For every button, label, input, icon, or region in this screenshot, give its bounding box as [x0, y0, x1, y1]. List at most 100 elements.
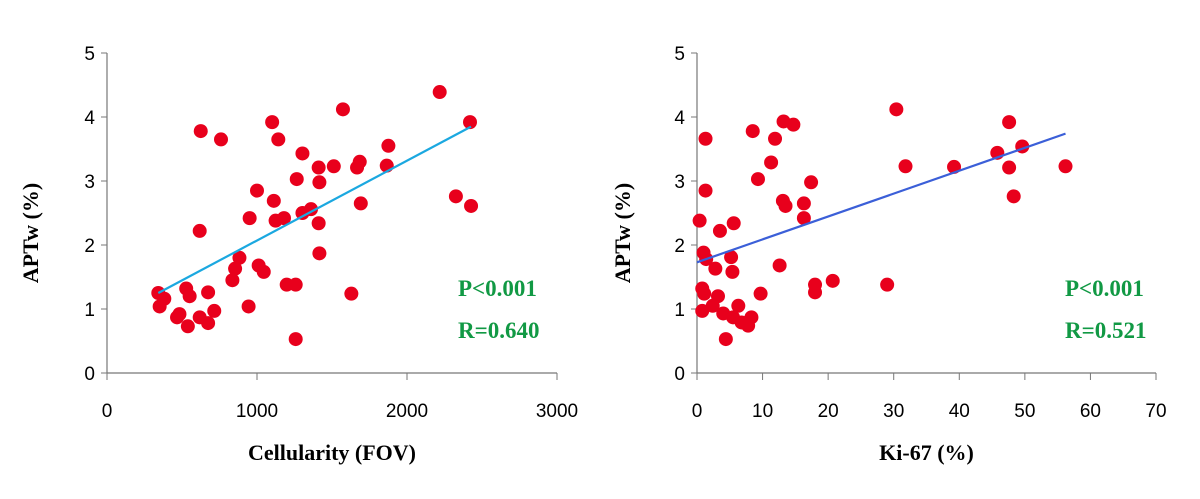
- y-tick-label: 3: [674, 172, 685, 193]
- x-tick-label: 0: [102, 401, 113, 422]
- data-point: [726, 216, 741, 231]
- data-point: [768, 131, 783, 146]
- data-point: [201, 316, 216, 331]
- x-tick-label: 70: [1145, 401, 1166, 422]
- r-value-label: R=0.640: [458, 318, 539, 343]
- data-point: [695, 303, 710, 318]
- trend-line: [157, 125, 472, 294]
- y-tick-label: 5: [84, 44, 95, 65]
- data-point: [725, 264, 740, 279]
- p-value-label: P<0.001: [458, 276, 537, 301]
- y-tick-label: 1: [84, 300, 95, 321]
- x-tick-label: 60: [1080, 401, 1101, 422]
- data-point: [796, 196, 811, 211]
- y-tick-label: 5: [674, 44, 685, 65]
- data-point: [778, 198, 793, 213]
- x-tick-label: 3000: [536, 401, 578, 422]
- data-point: [170, 310, 185, 325]
- data-point: [880, 277, 895, 292]
- data-point: [295, 146, 310, 161]
- data-point: [712, 223, 727, 238]
- data-point: [750, 172, 765, 187]
- x-tick-label: 40: [949, 401, 970, 422]
- data-point: [463, 115, 477, 130]
- data-point: [708, 261, 723, 276]
- data-point: [705, 298, 720, 313]
- data-point: [250, 183, 264, 198]
- y-tick-label: 2: [674, 236, 685, 257]
- data-point: [1002, 115, 1017, 130]
- data-point: [288, 277, 303, 292]
- y-tick-label: 4: [674, 108, 685, 129]
- data-point: [256, 264, 271, 279]
- data-point: [898, 159, 913, 174]
- y-axis-title: APTw (%): [610, 183, 635, 283]
- data-point: [724, 250, 739, 265]
- y-tick-label: 4: [84, 108, 95, 129]
- data-point: [825, 273, 840, 288]
- data-point: [289, 172, 304, 187]
- y-tick-label: 0: [674, 364, 685, 385]
- y-tick-label: 1: [674, 300, 685, 321]
- data-point: [753, 286, 768, 301]
- data-point: [772, 258, 787, 273]
- data-point: [1006, 189, 1021, 204]
- data-point: [731, 298, 746, 313]
- data-point: [232, 250, 247, 265]
- data-point: [698, 183, 713, 198]
- y-tick-label: 2: [84, 236, 95, 257]
- data-point: [207, 303, 222, 318]
- x-tick-label: 30: [883, 401, 904, 422]
- data-point: [266, 193, 281, 208]
- data-point: [745, 124, 760, 139]
- data-point: [889, 102, 904, 117]
- data-point: [225, 273, 240, 288]
- data-point: [228, 261, 243, 276]
- y-axis-title: APTw (%): [18, 183, 43, 283]
- data-point: [464, 198, 479, 213]
- data-point: [692, 213, 707, 228]
- data-point: [271, 132, 286, 147]
- data-point: [152, 299, 167, 314]
- x-tick-label: 1000: [236, 401, 278, 422]
- data-point: [718, 332, 733, 347]
- data-point: [1002, 160, 1017, 175]
- data-point: [288, 332, 303, 347]
- data-point: [432, 85, 447, 100]
- data-point: [335, 102, 350, 117]
- y-tick-label: 3: [84, 172, 95, 193]
- chart-1: 0 1 2 3 4 5 0 1000 2000 3000 Cellularity (FOV) APTw…: [18, 44, 578, 465]
- data-point: [741, 318, 756, 333]
- x-axis-title: Ki-67 (%): [879, 440, 974, 465]
- x-tick-label: 50: [1014, 401, 1035, 422]
- data-point: [764, 155, 779, 170]
- data-point: [311, 160, 326, 175]
- trend-line: [696, 132, 1066, 264]
- data-point: [344, 286, 359, 301]
- r-value-label: R=0.521: [1065, 318, 1146, 343]
- data-point: [214, 132, 228, 147]
- data-point: [326, 159, 341, 174]
- data-point: [786, 117, 801, 132]
- x-tick-label: 0: [692, 401, 703, 422]
- data-point: [201, 285, 216, 300]
- p-value-label: P<0.001: [1065, 276, 1144, 301]
- data-point: [268, 213, 283, 228]
- data-point: [180, 319, 195, 334]
- data-point: [697, 286, 712, 301]
- data-point: [448, 189, 463, 204]
- data-point: [353, 196, 368, 211]
- data-point: [241, 299, 256, 314]
- x-tick-label: 10: [752, 401, 773, 422]
- y-tick-label: 0: [84, 364, 95, 385]
- x-tick-label: 2000: [386, 401, 428, 422]
- data-point: [311, 216, 326, 231]
- data-point: [265, 115, 280, 130]
- data-point: [312, 175, 327, 190]
- data-point: [193, 124, 208, 139]
- data-point: [804, 175, 819, 190]
- data-point: [1058, 159, 1073, 174]
